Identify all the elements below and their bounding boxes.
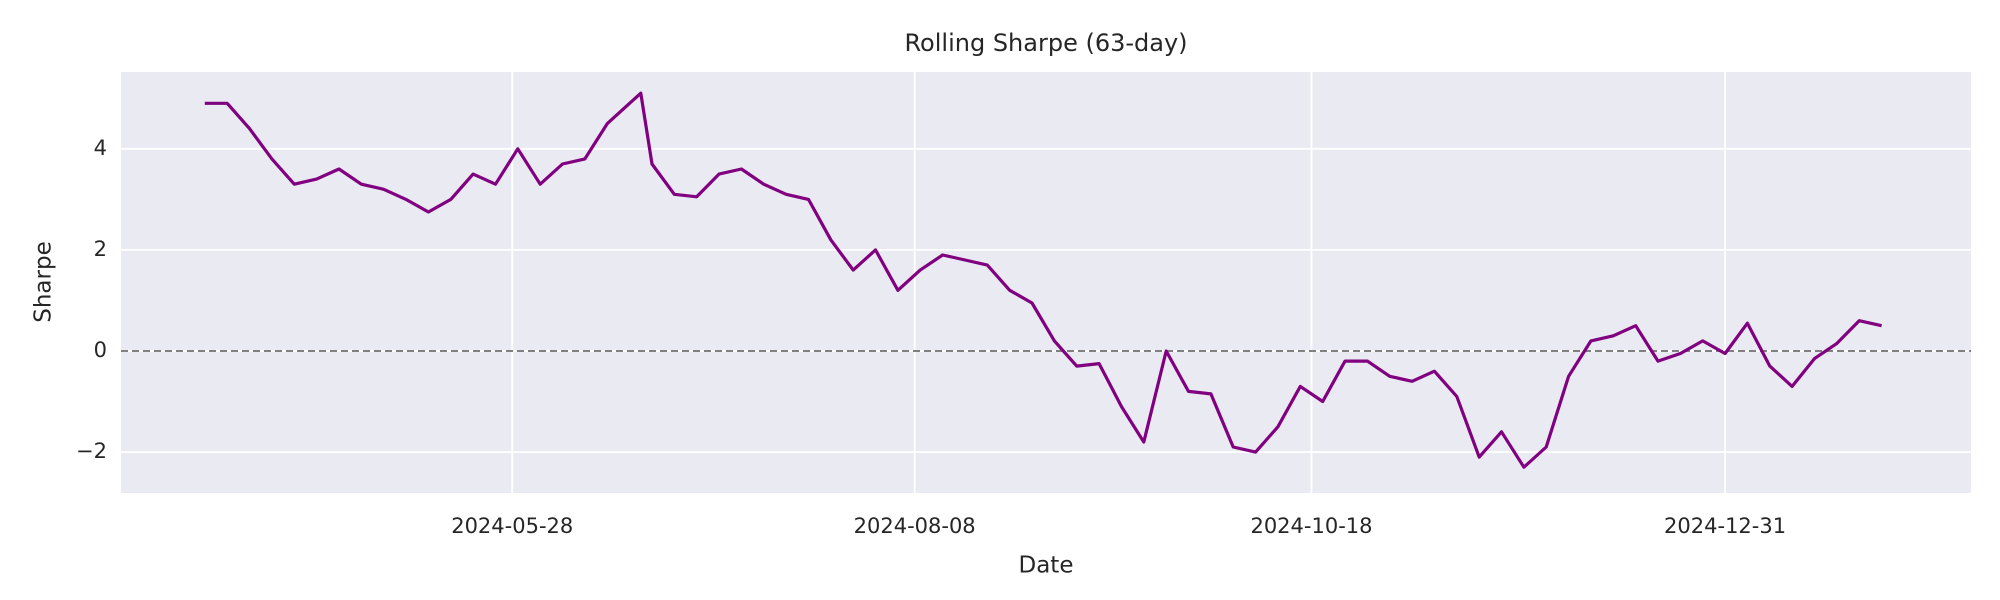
x-tick-label: 2024-12-31: [1664, 514, 1786, 538]
marks: [121, 91, 1971, 469]
x-axis-label: Date: [1019, 553, 1074, 579]
y-axis-label: Sharpe: [31, 241, 57, 322]
plot-area: [121, 72, 1971, 493]
chart-title: Rolling Sharpe (63-day): [904, 29, 1187, 57]
line: [204, 91, 1882, 469]
y-tick-label: 0: [94, 338, 107, 362]
x-tick-label: 2024-10-18: [1250, 514, 1372, 538]
y-tick-label: 4: [94, 136, 107, 160]
y-tick-label: −2: [76, 439, 107, 463]
x-tick-label: 2024-05-28: [451, 514, 573, 538]
x-tick-label: 2024-08-08: [854, 514, 976, 538]
y-tick-label: 2: [94, 237, 107, 261]
